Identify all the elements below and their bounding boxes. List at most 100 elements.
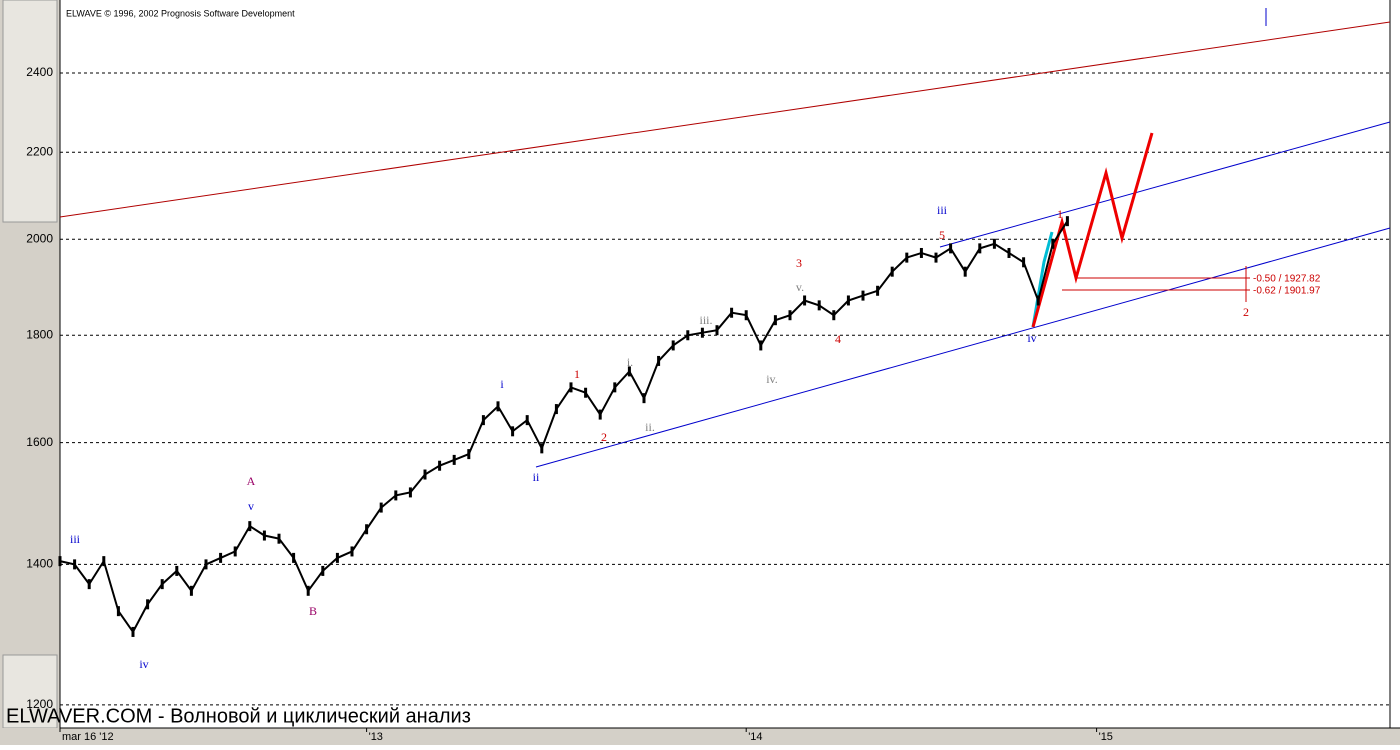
price-bar: [613, 382, 617, 393]
price-bar: [175, 565, 179, 576]
price-bar: [627, 366, 631, 377]
wave-label: iv.: [766, 372, 778, 386]
x-tick-label: '13: [369, 731, 383, 743]
channel-line: [535, 227, 1391, 468]
price-bar: [350, 546, 354, 557]
price-bar: [160, 579, 164, 590]
price-bar: [963, 266, 967, 277]
price-bar: [700, 327, 704, 338]
wave-label: -0.50 / 1927.82: [1253, 274, 1321, 285]
price-bar: [335, 552, 339, 563]
y-tick-label: 2200: [26, 144, 53, 158]
price-bar: [540, 443, 544, 454]
price-bar: [58, 556, 62, 567]
price-bar: [876, 285, 880, 296]
price-bar: [759, 340, 763, 351]
price-bar: [146, 599, 150, 610]
price-bar: [861, 290, 865, 301]
price-bar: [321, 565, 325, 576]
price-bar: [773, 315, 777, 326]
price-bar: [817, 300, 821, 311]
wave-label: ii.: [645, 420, 655, 434]
price-bar: [1007, 247, 1011, 258]
wave-label: iv: [1027, 331, 1036, 345]
price-bar: [569, 382, 573, 393]
price-bar: [554, 404, 558, 415]
price-bar: [686, 330, 690, 341]
price-bar: [131, 626, 135, 637]
price-bar: [934, 252, 938, 263]
price-bar: [452, 454, 456, 465]
price-bar: [919, 247, 923, 258]
price-bar: [496, 401, 500, 412]
price-bar: [481, 415, 485, 426]
x-axis-panel: [0, 728, 1400, 745]
wave-label: 5: [939, 228, 945, 242]
wave-label: v: [248, 499, 254, 513]
price-bar: [949, 243, 953, 254]
price-bar: [204, 559, 208, 570]
y-tick-label: 2000: [26, 231, 53, 245]
price-bar: [584, 387, 588, 398]
x-tick-label: '15: [1099, 731, 1113, 743]
price-bar: [511, 426, 515, 437]
price-bar: [832, 310, 836, 321]
y-tick-label: 1200: [26, 697, 53, 711]
price-bar: [365, 524, 369, 535]
price-bar: [73, 559, 77, 570]
price-bar: [598, 409, 602, 420]
wave-label: iii.: [699, 313, 712, 327]
wave-label: 1: [574, 367, 580, 381]
price-bar: [1036, 295, 1040, 306]
x-tick-label: mar 16 '12: [62, 731, 114, 743]
price-bar: [657, 355, 661, 366]
price-bar: [846, 295, 850, 306]
wave-label: 2: [1243, 305, 1249, 319]
price-bar: [277, 533, 281, 544]
y-tick-label: 1400: [26, 557, 53, 571]
y-tick-label: 1800: [26, 327, 53, 341]
wave-label: iii: [937, 203, 948, 217]
wave-label: ii: [533, 470, 540, 484]
price-bar: [408, 487, 412, 498]
price-bar: [905, 252, 909, 263]
price-bar: [87, 579, 91, 590]
wave-label: iv: [139, 657, 148, 671]
price-bar: [803, 295, 807, 306]
price-bar: [189, 585, 193, 596]
price-bar: [292, 552, 296, 563]
x-tick-label: '14: [748, 731, 762, 743]
wave-highlight: [1031, 231, 1054, 328]
y-tick-label: 1600: [26, 435, 53, 449]
header: ELWAVE © 1996, 2002 Prognosis Software D…: [66, 8, 295, 18]
wave-label: B: [309, 604, 317, 618]
price-bar: [1022, 257, 1026, 268]
wave-label: i: [500, 377, 504, 391]
wave-label: 2: [601, 430, 607, 444]
price-bar: [671, 340, 675, 351]
price-bar: [102, 556, 106, 567]
price-bar: [262, 530, 266, 541]
price-bar: [730, 307, 734, 318]
price-bar: [467, 449, 471, 460]
wave-label: iii: [70, 532, 81, 546]
price-bar: [379, 502, 383, 513]
wave-label: -0.62 / 1901.97: [1253, 286, 1321, 297]
price-bar: [394, 490, 398, 501]
price-bar: [642, 393, 646, 404]
price-bar: [890, 266, 894, 277]
price-bar: [525, 415, 529, 426]
price-bar: [233, 546, 237, 557]
wave-label: 4: [835, 332, 841, 346]
price-bar: [438, 460, 442, 471]
panel-box: [2, 654, 58, 729]
price-bar: [1051, 238, 1055, 249]
price-bar: [992, 238, 996, 249]
price-bar: [788, 310, 792, 321]
wave-label: v.: [796, 280, 804, 294]
price-bar: [306, 585, 310, 596]
price-line: [59, 220, 1069, 634]
wave-label: 1: [1057, 207, 1063, 221]
channel-line: [59, 21, 1391, 218]
